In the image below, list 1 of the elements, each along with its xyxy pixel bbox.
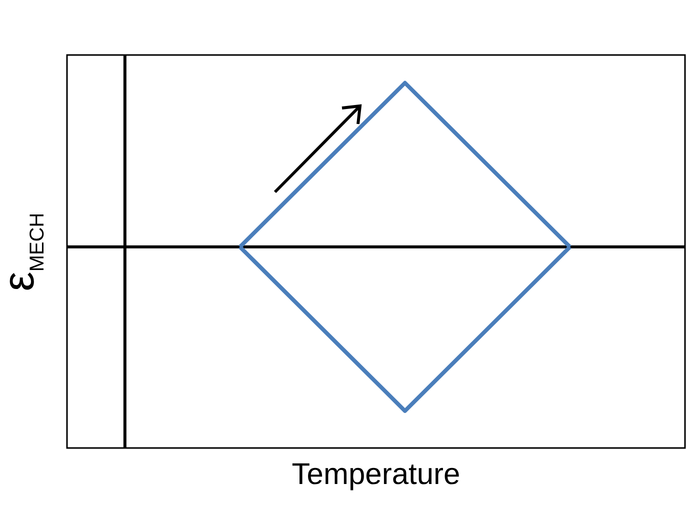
x-axis-title: Temperature [290,458,462,492]
